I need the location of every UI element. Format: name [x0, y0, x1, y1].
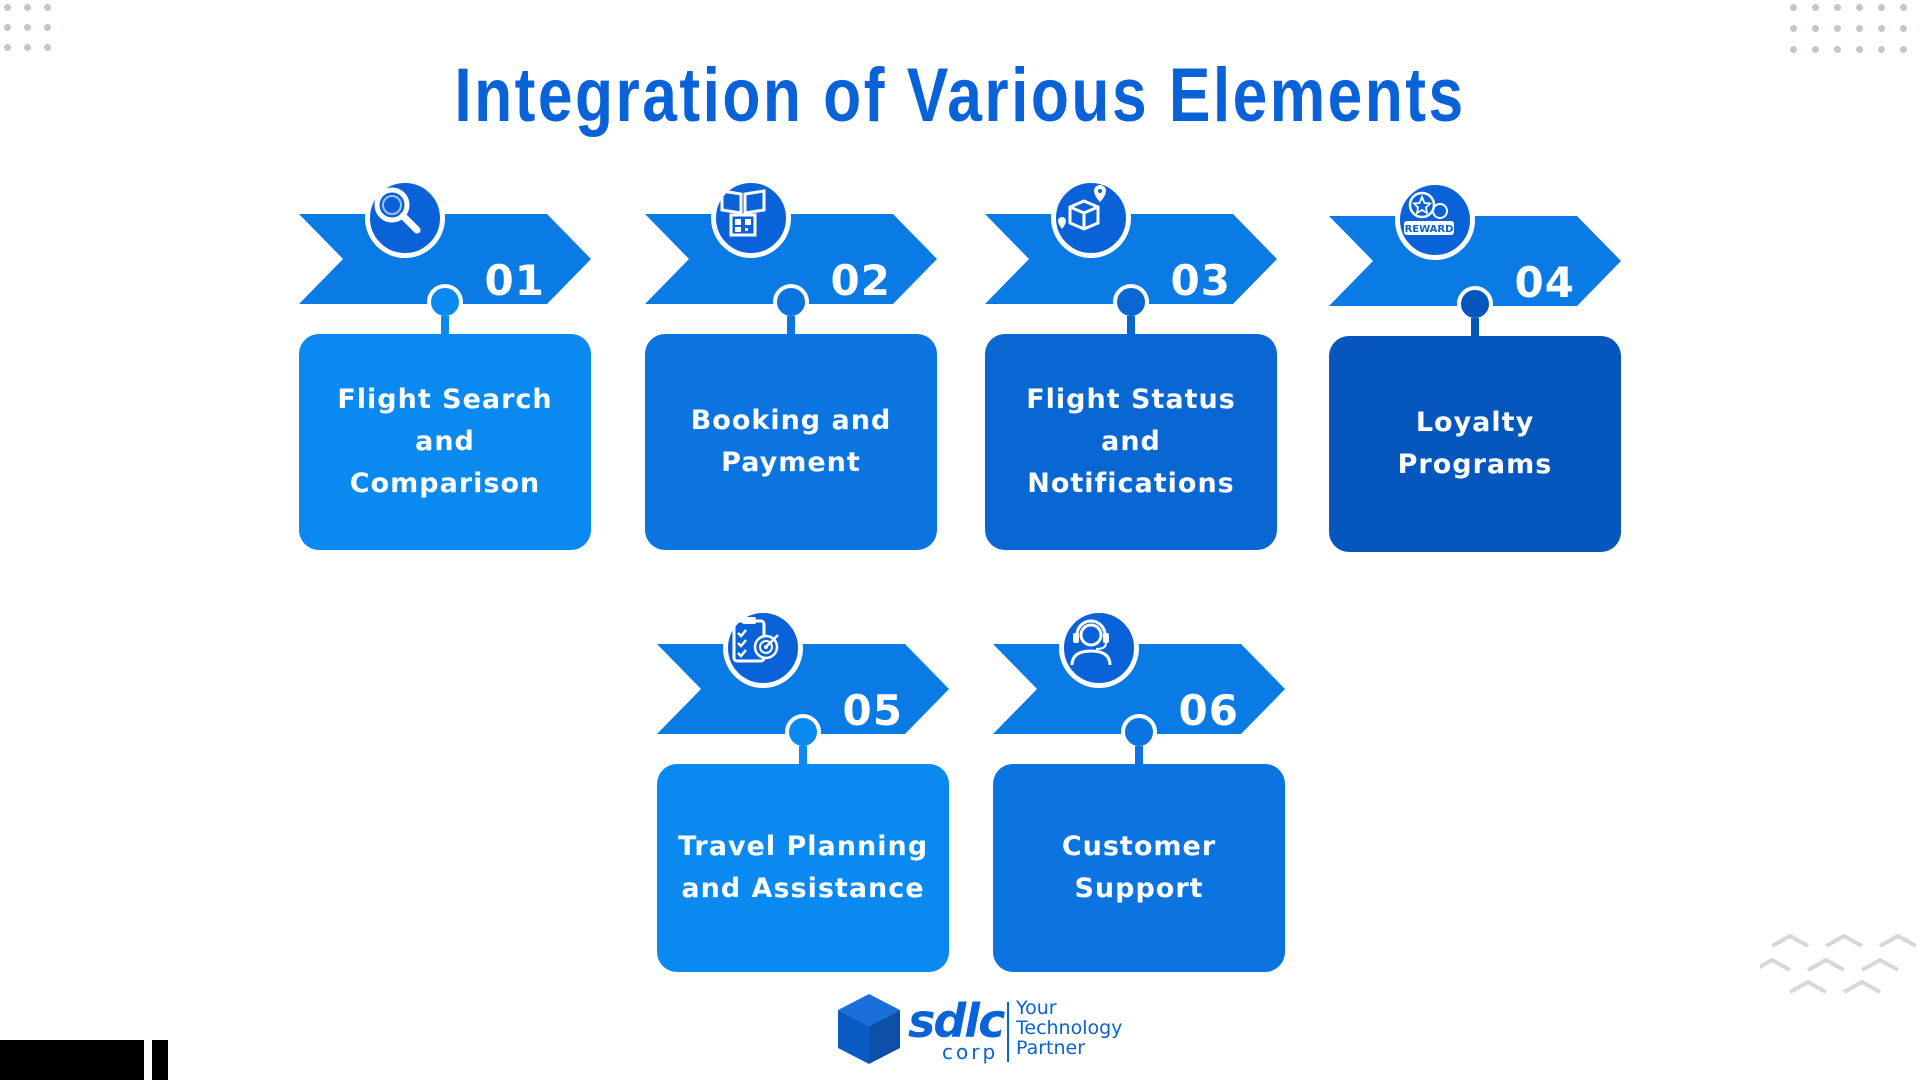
- step-banner: 01: [299, 172, 591, 342]
- step-card: Flight Search and Comparison: [299, 334, 591, 550]
- magnifier-icon: [365, 178, 445, 258]
- step-05: 05 Travel Planning and Assistance: [657, 602, 949, 1002]
- booking-qr-icon: [711, 178, 791, 258]
- step-01: 01 Flight Search and Comparison: [299, 172, 591, 572]
- step-number: 02: [830, 256, 891, 305]
- step-card: Loyalty Programs: [1329, 336, 1621, 552]
- step-04: REWARD 04 Loyalty Programs: [1329, 174, 1621, 574]
- step-label: Customer Support: [1061, 831, 1217, 904]
- step-banner: 05: [657, 602, 949, 772]
- connector-stem: [1471, 318, 1479, 340]
- connector-stem: [787, 316, 795, 338]
- corner-bar-narrow: [152, 1040, 168, 1080]
- step-label: Flight Status and Notifications: [1026, 384, 1236, 499]
- step-banner: 06: [993, 602, 1285, 772]
- step-banner: 03: [985, 172, 1277, 342]
- step-card: Booking and Payment: [645, 334, 937, 550]
- connector-stem: [441, 316, 449, 338]
- step-number: 03: [1170, 256, 1231, 305]
- step-06: 06 Customer Support: [993, 602, 1285, 1002]
- step-card: Travel Planning and Assistance: [657, 764, 949, 972]
- headset-agent-icon: [1059, 608, 1139, 688]
- connector-dot: [1121, 714, 1157, 750]
- connector-dot: [1457, 286, 1493, 322]
- cube-logo-icon: [838, 994, 900, 1064]
- step-card: Flight Status and Notifications: [985, 334, 1277, 550]
- step-02: 02 Booking and Payment: [645, 172, 937, 572]
- logo-tagline-2: Technology: [1016, 1017, 1123, 1039]
- checklist-target-icon: [723, 608, 803, 688]
- decorative-chevrons: [1760, 933, 1917, 994]
- logo-divider: [1007, 1002, 1009, 1062]
- step-number: 01: [484, 256, 545, 305]
- corner-bar-wide: [0, 1040, 144, 1080]
- step-number: 05: [842, 686, 903, 735]
- step-label: Flight Search and Comparison: [337, 384, 553, 499]
- svg-text:REWARD: REWARD: [1405, 224, 1454, 235]
- connector-stem: [799, 746, 807, 768]
- company-logo: sdlc corp Your Technology Partner: [836, 990, 1136, 1072]
- logo-tagline-1: Your: [1016, 997, 1057, 1019]
- connector-dot: [427, 284, 463, 320]
- reward-badge-icon: REWARD: [1395, 180, 1475, 260]
- step-number: 04: [1514, 258, 1575, 307]
- step-card: Customer Support: [993, 764, 1285, 972]
- step-label: Booking and Payment: [690, 405, 892, 478]
- decorative-dots-top-right: [1790, 4, 1907, 53]
- step-banner: REWARD 04: [1329, 174, 1621, 344]
- page-title: Integration of Various Elements: [454, 53, 1466, 138]
- connector-dot: [773, 284, 809, 320]
- step-label: Travel Planning and Assistance: [677, 831, 929, 904]
- step-03: 03 Flight Status and Notifications: [985, 172, 1277, 572]
- step-label: Loyalty Programs: [1397, 407, 1553, 480]
- decorative-dots-top-left: [4, 4, 51, 51]
- step-number: 06: [1178, 686, 1239, 735]
- logo-tagline-3: Partner: [1016, 1037, 1086, 1059]
- package-location-icon: [1051, 178, 1131, 258]
- connector-stem: [1135, 746, 1143, 768]
- logo-brand: sdlc: [908, 994, 1005, 1048]
- connector-dot: [1113, 284, 1149, 320]
- connector-dot: [785, 714, 821, 750]
- step-banner: 02: [645, 172, 937, 342]
- logo-sub: corp: [942, 1040, 999, 1064]
- connector-stem: [1127, 316, 1135, 338]
